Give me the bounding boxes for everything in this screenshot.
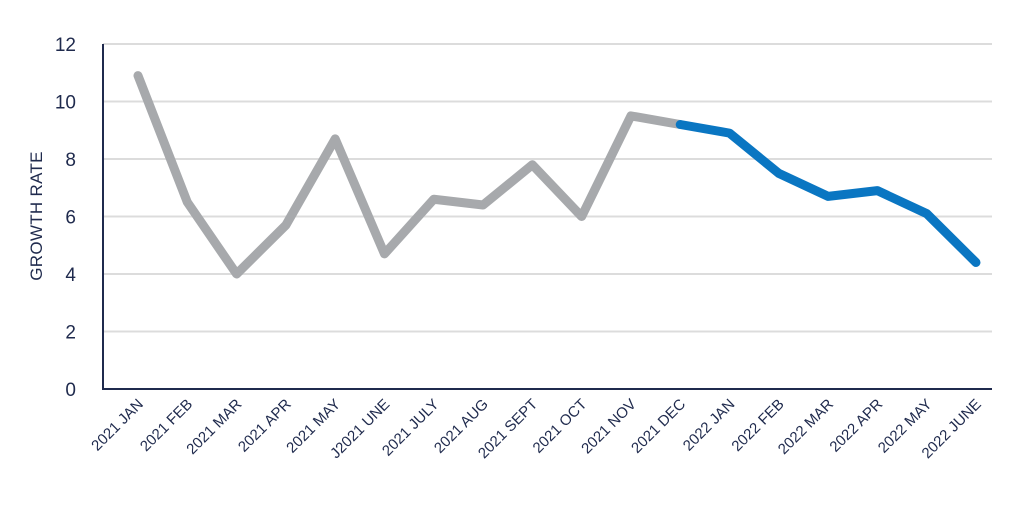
y-tick-label: 8 (65, 150, 76, 171)
y-tick-label: 4 (65, 265, 76, 286)
series-line-2 (675, 120, 981, 267)
x-tick-label: 2021 JAN (88, 396, 147, 455)
y-tick-label: 6 (65, 208, 76, 229)
x-tick-label: 2021 DEC (628, 396, 689, 457)
x-tick-label: 2022 JAN (680, 396, 739, 455)
axes (102, 44, 992, 390)
y-axis-ticks: 0 2 4 6 8 10 12 (55, 35, 77, 401)
series-lines (133, 71, 981, 279)
y-axis-title: GROWTH RATE (27, 151, 46, 281)
y-tick-label: 12 (55, 35, 76, 56)
y-tick-label: 0 (65, 380, 76, 401)
grid-lines (103, 43, 992, 333)
y-tick-label: 2 (65, 323, 76, 344)
y-tick-label: 10 (55, 93, 76, 114)
series-line-1 (133, 71, 685, 279)
